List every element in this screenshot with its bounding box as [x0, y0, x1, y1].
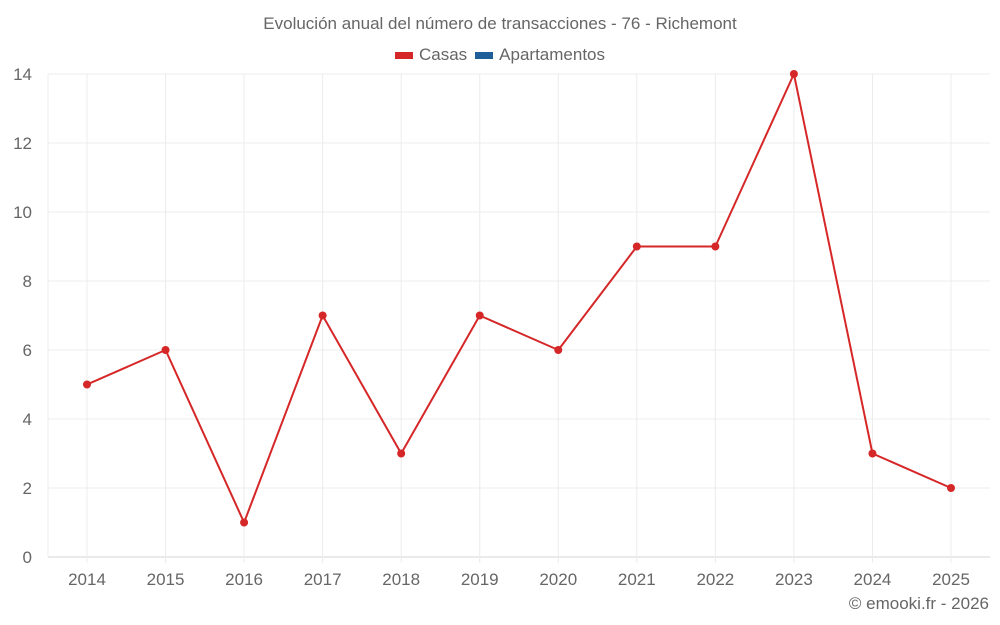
legend-item-casas[interactable]: Casas	[394, 45, 468, 65]
y-tick-label: 10	[13, 203, 32, 222]
x-tick-label: 2021	[618, 570, 656, 589]
x-tick-label: 2017	[304, 570, 342, 589]
data-point[interactable]	[789, 70, 798, 78]
x-tick-label: 2018	[382, 570, 420, 589]
data-point[interactable]	[868, 449, 877, 458]
x-tick-label: 2019	[461, 570, 499, 589]
data-point[interactable]	[947, 484, 955, 492]
y-tick-label: 0	[23, 548, 32, 567]
y-tick-label: 2	[23, 479, 32, 498]
x-tick-label: 2022	[696, 570, 734, 589]
line-casas	[86, 73, 952, 524]
x-tick-label: 2015	[147, 570, 185, 589]
data-point[interactable]	[475, 311, 484, 320]
y-tick-label: 4	[23, 410, 32, 429]
legend-item-apartamentos[interactable]: Apartamentos	[475, 45, 605, 65]
copyright-footer: © emooki.fr - 2026	[848, 594, 989, 613]
data-point[interactable]	[554, 346, 563, 354]
x-tick-label: 2025	[932, 570, 970, 589]
data-point[interactable]	[318, 311, 327, 320]
data-point[interactable]	[711, 242, 720, 251]
legend-label-apartamentos: Apartamentos	[499, 45, 606, 64]
legend: Casas Apartamentos	[0, 45, 1000, 65]
data-point[interactable]	[83, 380, 91, 389]
y-tick-label: 12	[13, 134, 32, 153]
x-tick-label: 2016	[225, 570, 263, 589]
y-tick-label: 14	[13, 65, 32, 84]
data-point[interactable]	[240, 518, 249, 527]
x-tick-label: 2023	[775, 570, 813, 589]
data-point[interactable]	[161, 346, 170, 354]
chart-title: Evolución anual del número de transaccio…	[263, 14, 737, 33]
legend-swatch-casas	[394, 51, 413, 59]
y-tick-label: 8	[23, 272, 32, 291]
gridlines	[47, 73, 990, 563]
series-casas	[83, 70, 955, 527]
x-tick-label: 2024	[854, 570, 892, 589]
x-tick-label: 2020	[539, 570, 577, 589]
legend-label-casas: Casas	[418, 45, 468, 64]
axes: 0 2 4 6 8 10 12 14 2014 2015 2016 2017 2018 2019 2020 2…	[13, 65, 970, 589]
data-point[interactable]	[632, 242, 641, 251]
legend-swatch-apartamentos	[475, 51, 494, 59]
x-tick-label: 2014	[68, 570, 106, 589]
y-tick-label: 6	[23, 341, 32, 360]
data-point[interactable]	[397, 449, 406, 458]
